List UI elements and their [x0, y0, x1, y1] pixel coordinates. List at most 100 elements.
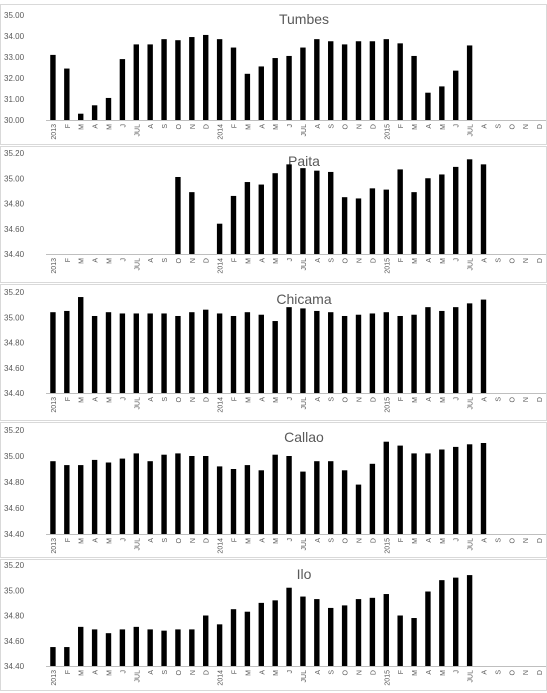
x-tick-label: D — [537, 397, 544, 402]
bar-f-25 — [397, 169, 403, 254]
x-tick-label: S — [162, 258, 169, 263]
x-tick-label: S — [329, 124, 336, 129]
bar-s-20 — [328, 41, 334, 120]
x-tick-label: F — [232, 670, 239, 674]
x-tick-label: F — [398, 124, 405, 128]
bar-n-22 — [355, 314, 362, 393]
x-tick-label: A — [426, 397, 433, 402]
x-tick-label: M — [440, 124, 447, 130]
x-tick-label: D — [370, 538, 377, 543]
x-tick-label: S — [162, 397, 169, 402]
x-tick-label: J — [120, 397, 127, 401]
x-tick-label: S — [495, 670, 502, 675]
bar-d-23 — [369, 188, 376, 254]
y-tick-label: 34.40 — [4, 662, 25, 671]
x-tick-label: S — [495, 397, 502, 402]
x-tick-label: N — [190, 538, 197, 543]
x-tick-label: N — [190, 258, 197, 263]
x-tick-label: A — [93, 124, 100, 129]
x-tick-label: N — [357, 397, 364, 402]
bar-d-23 — [369, 597, 376, 666]
x-tick-label: J — [454, 258, 461, 262]
bar-m-14 — [244, 182, 251, 254]
x-tick-label: A — [482, 258, 489, 263]
x-tick-label: F — [398, 670, 405, 674]
x-tick-label: M — [273, 670, 280, 676]
bar-f-13 — [230, 469, 237, 534]
y-tick-label: 34.60 — [4, 225, 25, 234]
x-tick-label: N — [523, 258, 530, 263]
bar-2015-24 — [383, 441, 389, 534]
bar-2015-24 — [383, 39, 389, 120]
bar-m-14 — [244, 312, 251, 393]
bar-o-21 — [341, 197, 348, 254]
bar-a-19 — [314, 310, 320, 393]
bar-d-23 — [369, 313, 376, 393]
bar-n-10 — [189, 192, 195, 254]
x-tick-label: O — [343, 123, 350, 129]
bar-2014-12 — [216, 39, 223, 120]
x-tick-label: S — [329, 397, 336, 402]
bar-a-19 — [314, 170, 320, 254]
x-tick-label: M — [412, 124, 419, 130]
bar-m-26 — [411, 314, 417, 393]
bar-m-16 — [272, 173, 278, 254]
x-tick-label: M — [79, 538, 86, 544]
bar-2015-24 — [383, 189, 389, 254]
x-tick-label: M — [440, 258, 447, 264]
bar-m-4 — [105, 312, 112, 393]
bar-f-1 — [64, 647, 70, 666]
x-tick-label: O — [509, 396, 516, 402]
bar-a-15 — [258, 602, 264, 666]
x-tick-label: M — [412, 397, 419, 403]
bar-jul-18 — [300, 47, 306, 120]
bar-o-9 — [175, 176, 181, 254]
x-tick-label: F — [65, 258, 72, 262]
x-tick-label: S — [329, 258, 336, 263]
x-tick-label: JUL — [468, 397, 475, 410]
y-tick-label: 34.60 — [4, 364, 25, 373]
bar-j-17 — [286, 587, 292, 666]
bar-2013-0 — [50, 312, 56, 393]
x-tick-label: S — [495, 538, 502, 543]
chart-panel-paita: Paita 34.40 34.60 34.80 35.00 35.20 2013 F M A M J J… — [0, 146, 547, 283]
bar-jul-18 — [300, 308, 306, 393]
x-tick-label: J — [454, 538, 461, 542]
x-tick-label: D — [537, 670, 544, 675]
y-tick-label: 34.40 — [4, 530, 25, 539]
x-tick-label: M — [107, 124, 114, 130]
bar-a-3 — [91, 459, 98, 534]
bar-a-31 — [480, 299, 487, 393]
bar-s-8 — [161, 454, 167, 534]
bar-m-26 — [411, 55, 417, 121]
x-tick-label: O — [509, 123, 516, 129]
bar-m-14 — [244, 611, 251, 666]
bar-a-31 — [480, 164, 487, 254]
chart-title: Tumbes — [279, 11, 329, 27]
x-tick-label: D — [370, 124, 377, 129]
x-tick-label: D — [204, 124, 211, 129]
y-tick-label: 33.00 — [4, 53, 25, 62]
bar-m-26 — [411, 453, 417, 534]
bar-f-1 — [64, 465, 70, 534]
x-tick-label: M — [107, 670, 114, 676]
bar-o-9 — [175, 40, 181, 121]
bar-j-5 — [119, 458, 126, 534]
x-tick-label: S — [329, 538, 336, 543]
y-tick-label: 35.00 — [4, 11, 25, 20]
chart-title: Ilo — [297, 566, 312, 582]
x-tick-label: J — [120, 538, 127, 542]
bar-m-28 — [439, 174, 445, 254]
bar-m-16 — [272, 321, 278, 393]
x-tick-label: M — [107, 538, 114, 544]
x-tick-label: JUL — [134, 124, 141, 137]
x-tick-label: F — [65, 538, 72, 542]
x-tick-label: D — [370, 397, 377, 402]
bar-a-7 — [147, 629, 153, 666]
x-tick-label: JUL — [134, 670, 141, 683]
x-tick-label: A — [259, 124, 266, 129]
bar-m-2 — [78, 113, 84, 120]
x-tick-label: 2013 — [51, 258, 58, 274]
x-tick-label: JUL — [301, 124, 308, 137]
bar-jul-30 — [466, 45, 473, 121]
